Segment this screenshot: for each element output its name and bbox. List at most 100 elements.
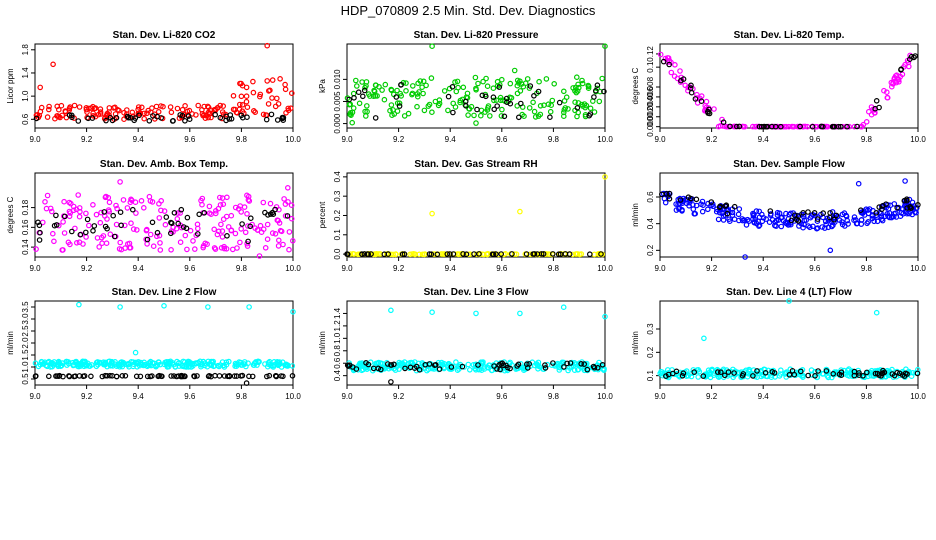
data-point xyxy=(171,373,177,379)
data-point xyxy=(704,206,711,213)
data-point xyxy=(405,110,412,117)
data-point xyxy=(136,112,142,119)
data-point xyxy=(351,251,357,257)
data-point xyxy=(106,199,113,206)
data-point xyxy=(394,87,400,94)
data-point xyxy=(266,372,273,379)
data-point xyxy=(536,78,542,85)
data-point xyxy=(855,180,862,187)
data-point xyxy=(795,213,802,219)
data-point xyxy=(783,123,789,130)
data-point xyxy=(881,87,887,94)
data-point xyxy=(377,366,384,373)
x-tick-label: 9.6 xyxy=(496,264,508,273)
plot-frame xyxy=(34,172,294,258)
y-tick-label: 0.010 xyxy=(333,69,342,90)
data-point xyxy=(514,363,521,369)
y-tick-label: 0.1 xyxy=(646,370,655,382)
data-point xyxy=(701,335,707,342)
data-point xyxy=(356,100,363,107)
data-point xyxy=(800,210,806,216)
data-point xyxy=(117,209,124,216)
data-point xyxy=(532,114,539,120)
data-point xyxy=(260,226,267,233)
data-point xyxy=(813,225,820,232)
data-point xyxy=(94,359,101,365)
data-point xyxy=(88,362,95,368)
data-point xyxy=(572,99,578,106)
data-point xyxy=(858,217,865,223)
data-point xyxy=(118,222,125,229)
data-point xyxy=(587,105,594,112)
data-point xyxy=(602,313,608,320)
data-point xyxy=(893,72,900,79)
data-point xyxy=(83,234,89,240)
data-point xyxy=(173,373,180,380)
data-point xyxy=(774,123,781,130)
data-point xyxy=(564,360,570,367)
data-point xyxy=(119,359,125,365)
data-point xyxy=(499,106,505,113)
data-point xyxy=(429,43,435,50)
y-tick-label: 3.5 xyxy=(21,301,30,313)
x-tick-label: 9.0 xyxy=(341,135,353,144)
x-tick-label: 9.8 xyxy=(861,135,873,144)
data-point xyxy=(65,239,72,246)
data-point xyxy=(854,123,860,130)
data-point xyxy=(117,239,124,246)
data-point xyxy=(364,251,371,257)
data-point xyxy=(476,251,482,257)
data-point xyxy=(124,205,131,211)
y-tick-label: 0.002 xyxy=(646,106,655,127)
y-axis-label: kPa xyxy=(318,79,327,93)
data-point xyxy=(591,94,597,100)
data-point xyxy=(873,309,880,316)
data-point xyxy=(90,228,96,234)
data-point xyxy=(668,69,675,76)
x-tick-label: 10.0 xyxy=(597,392,613,401)
data-point xyxy=(767,208,774,214)
data-point xyxy=(143,227,150,234)
panel-ambtemp: Stan. Dev. Amb. Box Temp. 9.0 9.2 9.4 9.6 9.8… xyxy=(6,159,301,273)
data-point xyxy=(144,110,150,117)
data-point xyxy=(185,113,192,119)
data-point xyxy=(205,373,212,380)
data-point xyxy=(363,103,370,109)
data-point xyxy=(671,73,678,80)
data-point xyxy=(230,246,236,253)
data-point xyxy=(856,370,862,376)
data-point xyxy=(872,105,879,112)
x-tick-label: 9.6 xyxy=(809,392,821,401)
panel-title: Stan. Dev. Sample Flow xyxy=(733,159,845,170)
data-point xyxy=(360,366,367,373)
data-point xyxy=(463,251,470,258)
data-point xyxy=(783,210,789,217)
data-point xyxy=(346,362,353,369)
data-point xyxy=(348,112,354,119)
data-point xyxy=(184,246,190,253)
data-point xyxy=(672,62,678,68)
data-point xyxy=(902,178,908,184)
x-tick-label: 10.0 xyxy=(597,264,613,273)
data-point xyxy=(724,207,731,214)
data-point xyxy=(478,359,484,366)
data-point xyxy=(175,210,181,216)
x-tick-label: 9.6 xyxy=(184,135,196,144)
data-point xyxy=(265,101,272,107)
data-point xyxy=(267,87,273,94)
data-point xyxy=(865,207,871,213)
data-point xyxy=(764,123,771,130)
data-point xyxy=(120,197,127,203)
data-point xyxy=(545,101,552,108)
data-point xyxy=(44,192,51,199)
data-point xyxy=(224,233,230,239)
data-point xyxy=(250,89,257,96)
data-point xyxy=(891,76,898,82)
data-point xyxy=(75,361,81,368)
data-point xyxy=(436,366,443,372)
y-tick-label: 0.005 xyxy=(333,91,342,112)
data-point xyxy=(119,372,126,379)
data-point xyxy=(391,361,397,368)
data-point xyxy=(584,366,591,373)
data-point xyxy=(132,199,139,206)
